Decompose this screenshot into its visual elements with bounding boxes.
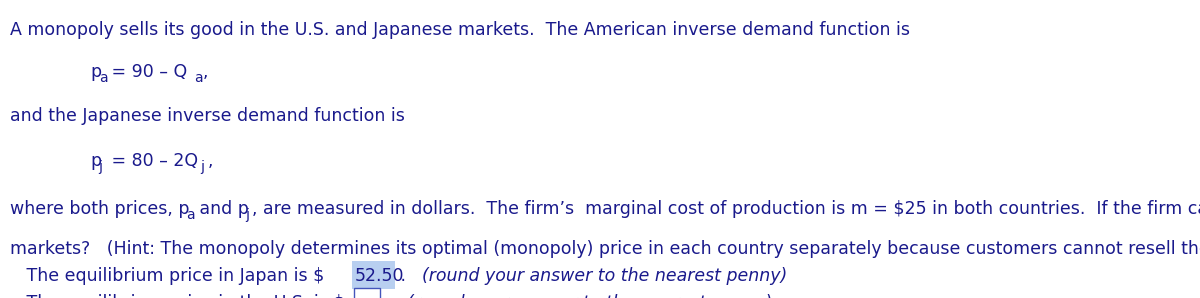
Text: .: . [396,267,418,285]
Text: .: . [383,294,400,298]
Text: a: a [194,71,203,85]
Text: ,: , [208,152,214,170]
Text: The equilibrium price in the U.S. is $: The equilibrium price in the U.S. is $ [10,294,344,298]
Text: ,: , [203,63,209,80]
Text: j: j [200,160,204,174]
Text: (round your answer to the nearest penny): (round your answer to the nearest penny) [407,294,772,298]
Text: j: j [98,160,102,174]
Text: = 90 – Q: = 90 – Q [106,63,187,80]
Text: , are measured in dollars.  The firm’s  marginal cost of production is m = $25 i: , are measured in dollars. The firm’s ma… [252,200,1200,218]
Text: The equilibrium price in Japan is $: The equilibrium price in Japan is $ [10,267,330,285]
Text: j: j [246,208,250,222]
Text: a: a [98,71,107,85]
Text: (round your answer to the nearest penny): (round your answer to the nearest penny) [422,267,787,285]
Text: markets?   (Hint: The monopoly determines its optimal (monopoly) price in each c: markets? (Hint: The monopoly determines … [10,240,1200,258]
Text: 52.50: 52.50 [355,267,404,285]
Text: where both prices, p: where both prices, p [10,200,190,218]
Text: A monopoly sells its good in the U.S. and Japanese markets.  The American invers: A monopoly sells its good in the U.S. an… [10,21,910,39]
Text: a: a [187,208,196,222]
Text: and the Japanese inverse demand function is: and the Japanese inverse demand function… [10,107,404,125]
Text: p: p [90,63,101,80]
Text: = 80 – 2Q: = 80 – 2Q [106,152,198,170]
Text: and p: and p [194,200,248,218]
Text: p: p [90,152,101,170]
